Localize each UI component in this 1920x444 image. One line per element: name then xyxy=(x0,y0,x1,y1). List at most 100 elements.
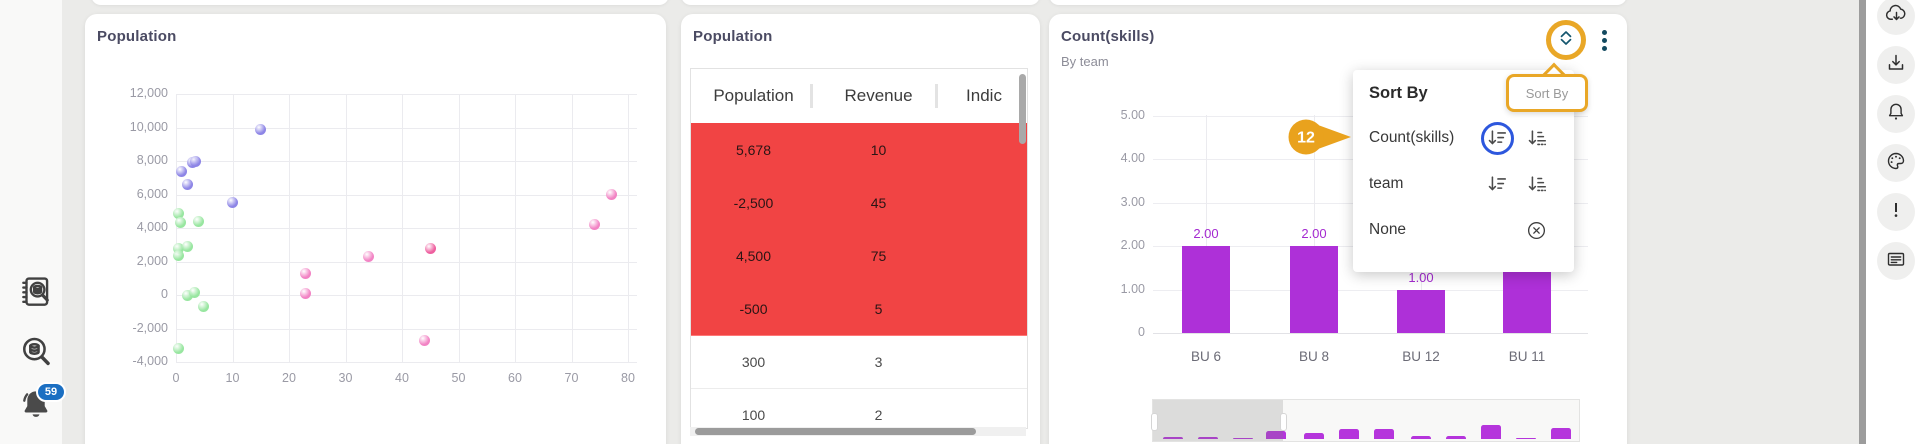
scatter-chart-card: Population -4,000 -2,000 0 2,000 4,000 6,000 8… xyxy=(85,14,666,444)
mini-bar xyxy=(1304,432,1324,439)
scatter-gridline-h xyxy=(176,94,637,95)
bar-bu-12[interactable] xyxy=(1397,289,1445,333)
cloud-download-icon xyxy=(1884,1,1909,31)
table-horizontal-scrollbar[interactable] xyxy=(690,427,1026,436)
brush-handle-left[interactable] xyxy=(1151,413,1158,431)
table-row[interactable]: 4,500 75 xyxy=(691,229,1027,283)
scatter-point-green[interactable] xyxy=(181,289,193,301)
table-horizontal-scrollbar-thumb[interactable] xyxy=(695,428,976,435)
scatter-point-pink[interactable] xyxy=(300,267,312,279)
scatter-point-purple[interactable] xyxy=(176,166,188,178)
scatter-point-green[interactable] xyxy=(172,242,184,254)
scatter-y-tick: 0 xyxy=(161,287,168,301)
bar-bu-8[interactable] xyxy=(1290,246,1338,333)
table-row[interactable]: -500 5 xyxy=(691,282,1027,336)
scatter-point-pink-dark[interactable] xyxy=(424,242,436,254)
theme-palette-button[interactable] xyxy=(1877,144,1915,182)
sort-menu-item-count-skills-[interactable]: Count(skills) xyxy=(1353,116,1574,162)
scatter-point-pink[interactable] xyxy=(362,250,374,262)
scatter-point-pink[interactable] xyxy=(588,219,600,231)
table-cell: 5 xyxy=(874,300,883,317)
table-cell: 45 xyxy=(870,194,887,211)
card-above-middle xyxy=(681,0,1040,5)
document-data-search-icon[interactable] xyxy=(17,273,55,311)
brush-overview-chart[interactable] xyxy=(1151,399,1580,442)
scatter-gridline-v xyxy=(515,94,516,362)
notes-button[interactable] xyxy=(1877,242,1915,280)
scatter-gridline-h xyxy=(176,127,637,129)
scatter-point-purple[interactable] xyxy=(255,123,267,135)
table-cell: 75 xyxy=(870,247,887,264)
sort-toggle-button[interactable] xyxy=(1546,20,1586,60)
data-search-icon[interactable] xyxy=(17,332,55,370)
bar-category-label: BU 12 xyxy=(1402,349,1440,364)
scatter-point-pink[interactable] xyxy=(419,334,431,346)
step-12-annotation: 12 xyxy=(1288,118,1354,161)
table-row[interactable]: -2,500 45 xyxy=(691,176,1027,230)
mini-bar xyxy=(1481,425,1501,439)
scatter-point-green[interactable] xyxy=(172,250,184,262)
table-cell xyxy=(941,282,1027,335)
notifications-button[interactable] xyxy=(1877,95,1915,133)
column-header-indic[interactable]: Indic xyxy=(941,69,1027,123)
clear-icon[interactable] xyxy=(1525,219,1551,243)
scatter-point-purple[interactable] xyxy=(227,196,238,208)
card-menu-kebab-icon[interactable] xyxy=(1599,30,1609,54)
mini-bar xyxy=(1233,437,1253,439)
sort-menu-item-label: team xyxy=(1369,175,1404,192)
scatter-point-green[interactable] xyxy=(181,241,193,253)
scatter-point-green[interactable] xyxy=(173,343,185,355)
scatter-point-green[interactable] xyxy=(175,217,187,229)
table-card: Population Population Revenue Indic 5,678 10… xyxy=(681,14,1040,444)
brush-handle-right[interactable] xyxy=(1280,413,1287,431)
bar-y-tick: 3.00 xyxy=(1120,194,1145,209)
sort-asc-icon[interactable] xyxy=(1525,173,1551,197)
scatter-gridline-v xyxy=(176,94,177,362)
scatter-gridline-v xyxy=(628,94,629,362)
mini-bar xyxy=(1339,429,1359,439)
cloud-download-button[interactable] xyxy=(1877,0,1915,35)
scatter-x-tick: 60 xyxy=(508,371,522,385)
sort-desc-icon[interactable] xyxy=(1485,173,1511,197)
table-vertical-scrollbar-thumb[interactable] xyxy=(1019,74,1026,144)
bar-y-tick: 5.00 xyxy=(1120,107,1145,122)
alerts-button[interactable] xyxy=(1877,193,1915,231)
scatter-x-tick: 50 xyxy=(451,371,466,385)
bar-bu-6[interactable] xyxy=(1182,246,1230,333)
sort-menu-item-none[interactable]: None xyxy=(1353,208,1574,254)
sort-asc-icon[interactable] xyxy=(1525,127,1551,151)
sort-menu-item-team[interactable]: team xyxy=(1353,162,1574,208)
card-above-left xyxy=(91,0,669,5)
right-rail-divider xyxy=(1859,0,1866,444)
table-cell: 2 xyxy=(874,406,883,423)
column-header-population[interactable]: Population xyxy=(691,69,816,123)
download-button[interactable] xyxy=(1877,46,1915,84)
scatter-y-tick: 6,000 xyxy=(136,186,168,201)
scatter-point-green[interactable] xyxy=(197,301,209,313)
table-row[interactable]: 100 2 xyxy=(691,388,1027,428)
table-row[interactable]: 300 3 xyxy=(691,335,1027,389)
table-row[interactable]: 5,678 10 xyxy=(691,123,1027,177)
scatter-point-purple[interactable] xyxy=(190,155,202,167)
scatter-point-pink[interactable] xyxy=(605,189,617,200)
scatter-point-purple[interactable] xyxy=(181,178,193,190)
table-cell xyxy=(941,229,1027,282)
scatter-gridline-h xyxy=(176,362,637,363)
column-header-revenue[interactable]: Revenue xyxy=(816,69,941,123)
mini-bar xyxy=(1411,436,1431,439)
download-icon xyxy=(1884,51,1908,80)
bar-y-tick: 4.00 xyxy=(1120,151,1145,165)
scatter-point-green[interactable] xyxy=(188,287,200,299)
sort-diamond-icon xyxy=(1556,28,1576,53)
scatter-point-green[interactable] xyxy=(193,216,205,228)
bar-value-label: 2.00 xyxy=(1193,226,1219,241)
sort-by-popup-title: Sort By xyxy=(1369,84,1428,102)
column-separator xyxy=(810,84,813,108)
scatter-point-green[interactable] xyxy=(173,208,185,220)
card-above-right xyxy=(1049,0,1627,5)
scatter-point-pink[interactable] xyxy=(300,287,312,299)
brush-selection[interactable] xyxy=(1153,400,1283,441)
scatter-gridline-v xyxy=(458,94,460,362)
bar-category-label: BU 6 xyxy=(1190,349,1221,364)
scatter-x-tick: 30 xyxy=(338,371,353,385)
